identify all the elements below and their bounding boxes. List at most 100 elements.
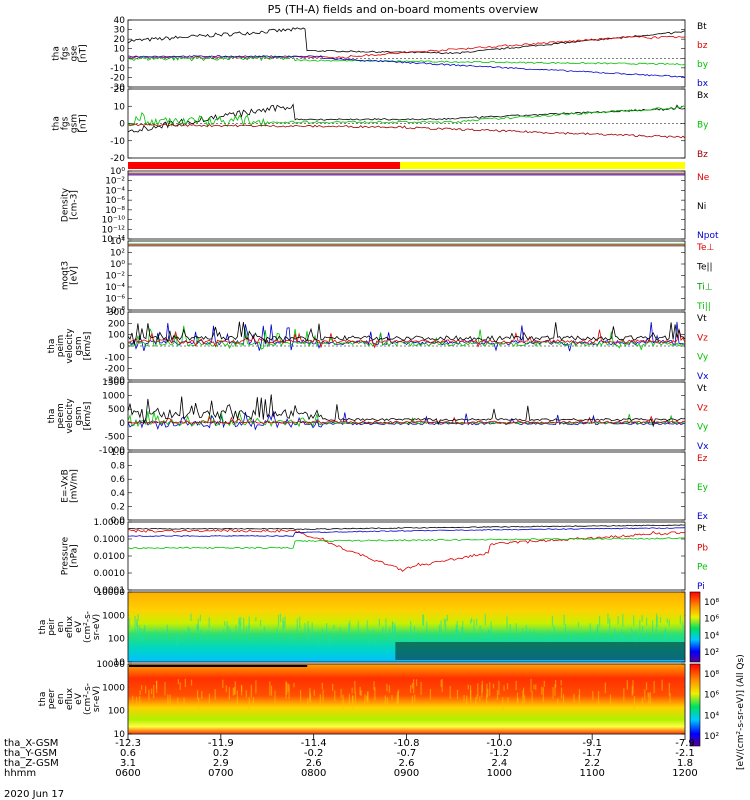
x-row-label: hhmm [4, 768, 36, 779]
x-tick-label-hhmm: 1000 [487, 768, 512, 779]
region-bar-red [128, 162, 400, 169]
spectrogram-streak [196, 690, 199, 700]
spectrogram-streak [413, 679, 415, 694]
spectrogram-streak [656, 616, 658, 628]
y-axis-label: en [56, 621, 66, 632]
spectrogram-streak [326, 623, 328, 635]
y-axis-label: velocity [65, 398, 75, 434]
spectrogram-streak [285, 681, 287, 693]
x-tick-label-hhmm: 0700 [208, 768, 233, 779]
spectrogram-streak [282, 617, 284, 629]
x-tick-label-thazgsm: 3.1 [120, 758, 136, 769]
spectrogram-streak [488, 629, 490, 639]
y-axis-label: Pressure [61, 536, 71, 575]
spectrogram-streak [248, 616, 250, 629]
y-axis-label: eflux [65, 687, 75, 710]
legend-entry-pe: Pe [697, 563, 708, 573]
spectrogram-streak [348, 623, 350, 635]
spectrogram-streak [614, 628, 616, 642]
y-tick-label: -200 [105, 365, 126, 375]
spectrogram-streak [319, 694, 321, 707]
spectrogram-streak [287, 683, 289, 692]
spectrogram-streak [528, 633, 530, 639]
spectrogram-streak [517, 698, 519, 704]
colorbar-bottom [689, 663, 701, 747]
spectrogram-streak [455, 624, 457, 633]
spectrogram-streak [635, 630, 637, 645]
spectrogram-streak [597, 690, 600, 706]
spectrogram-streak [668, 683, 670, 696]
spectrogram-streak [148, 689, 150, 700]
spectrogram-streak [239, 623, 241, 635]
y-tick-label: 10 [114, 45, 126, 55]
spectrogram-streak [646, 617, 648, 626]
spectrogram-streak [578, 689, 581, 699]
spectrogram-streak [177, 679, 179, 684]
spectrogram-streak [443, 618, 446, 627]
spectrogram-streak [486, 683, 488, 699]
y-axis-label: [km/s] [83, 332, 93, 361]
spectrogram-streak [440, 620, 442, 635]
series-bt [127, 27, 686, 55]
spectrogram-streak [420, 681, 422, 696]
y-tick-label: 10⁻⁴ [105, 283, 125, 293]
spectrogram-streak [367, 692, 369, 703]
spectrogram-streak [167, 694, 169, 708]
y-tick-label: -20 [110, 73, 125, 83]
spectrogram-streak [340, 688, 342, 698]
spectrogram-streak [214, 689, 216, 700]
spectrogram-streak [235, 625, 237, 634]
x-tick-label-thazgsm: 2.4 [491, 758, 507, 769]
y-tick-label: 1000 [102, 392, 125, 402]
spectrogram-streak [477, 683, 479, 697]
legend-entry-ti: Ti⊥ [696, 282, 713, 292]
spectrogram-streak [360, 690, 362, 697]
spectrogram-streak [332, 683, 334, 691]
spectrogram-streak [357, 621, 359, 635]
spectrogram-streak [293, 682, 295, 688]
y-axis-label: eflux [65, 615, 75, 638]
x-tick-label-thaygsm: 0.2 [213, 748, 229, 759]
spectrogram-streak [589, 623, 591, 637]
y-axis-label: gsm [74, 336, 84, 355]
legend-entry-bz: bz [697, 41, 708, 51]
y-tick-label: 10⁰ [110, 167, 125, 177]
spectrogram-streak [598, 615, 601, 628]
spectrogram-streak [533, 628, 535, 641]
spectrogram-streak [243, 617, 245, 632]
spectrogram-streak [197, 697, 200, 710]
spectrogram-streak [290, 633, 293, 643]
y-axis-label: tha [52, 46, 62, 61]
y-tick-label: 0 [119, 120, 125, 130]
colorbar-tick-label: 10⁴ [704, 631, 719, 641]
spectrogram-streak [197, 618, 199, 632]
spectrogram-streak [299, 616, 301, 629]
y-tick-label: 10⁻⁶ [105, 196, 125, 206]
y-axis-label: fgs [61, 46, 71, 60]
spectrogram-streak [577, 622, 580, 628]
y-tick-label: 0.0001 [94, 586, 126, 596]
y-axis-label: eV [74, 620, 84, 633]
spectrogram-streak [135, 696, 138, 704]
legend-entry-ex: Ex [697, 512, 709, 522]
y-axis-label: [eV] [70, 266, 80, 285]
spectrogram-streak [388, 685, 390, 693]
y-tick-label: -10 [110, 64, 125, 74]
y-tick-label: 100 [108, 707, 125, 717]
y-tick-label: 0.0010 [94, 569, 126, 579]
x-row-label: tha_X-GSM [4, 738, 58, 749]
spectrogram-streak [226, 621, 228, 632]
spectrogram-streak [306, 633, 308, 642]
spectrogram-streak [224, 621, 226, 626]
spectrogram-streak [385, 618, 387, 633]
spectrogram-streak [454, 630, 457, 637]
spectrogram-streak [139, 690, 141, 695]
spectrogram-streak [563, 614, 565, 626]
spectrogram-streak [631, 685, 633, 697]
spectrogram-streak [644, 689, 646, 700]
spectrogram-streak [592, 690, 594, 700]
spectrogram-streak [190, 679, 193, 686]
spectrogram-streak [555, 679, 557, 688]
legend-entry-te: Te|| [696, 263, 713, 273]
